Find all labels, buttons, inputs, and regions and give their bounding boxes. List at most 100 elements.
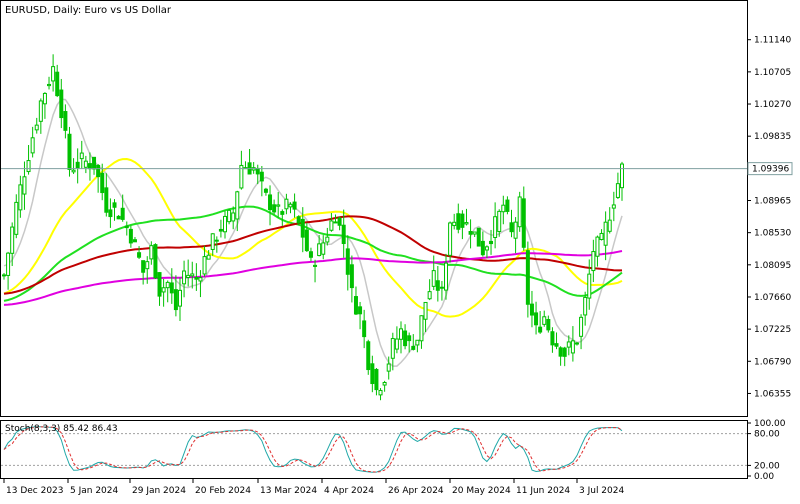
main-plot-frame xyxy=(0,0,748,417)
time-tick-label: 26 Apr 2024 xyxy=(388,486,444,496)
candle xyxy=(276,192,281,218)
candle xyxy=(83,155,88,174)
time-tick-label: 29 Jan 2024 xyxy=(132,486,186,496)
candle xyxy=(67,126,72,177)
candle xyxy=(505,196,510,215)
candle xyxy=(341,209,346,258)
candle xyxy=(472,231,477,238)
candle xyxy=(415,339,420,353)
candle xyxy=(153,243,158,279)
price-tick-label: 1.08965 xyxy=(754,196,791,206)
candle xyxy=(566,335,571,356)
candle xyxy=(358,301,363,330)
candle xyxy=(186,259,191,287)
price-tick-label: 1.11140 xyxy=(754,36,791,46)
stochastic-tick-label: 0.00 xyxy=(754,472,774,482)
candle xyxy=(362,309,367,349)
candle xyxy=(47,76,52,90)
candle xyxy=(214,236,219,253)
stochastic-tick-label: 80.00 xyxy=(754,430,780,440)
candle xyxy=(71,158,76,174)
price-tick-label: 1.08530 xyxy=(754,229,791,239)
main-plot[interactable] xyxy=(1,54,747,401)
candle xyxy=(42,92,47,119)
candle xyxy=(456,203,461,234)
price-tick-label: 1.06790 xyxy=(754,357,791,367)
time-tick-label: 5 Jan 2024 xyxy=(70,486,118,496)
candle xyxy=(59,78,64,129)
candle xyxy=(63,104,68,139)
candle xyxy=(280,209,285,226)
price-tick-label: 1.07225 xyxy=(754,325,791,335)
candle xyxy=(124,221,129,236)
candle xyxy=(431,255,436,291)
candle xyxy=(570,326,575,362)
time-tick-label: 3 Jul 2024 xyxy=(579,486,624,496)
candle xyxy=(22,161,27,210)
candle xyxy=(390,332,395,371)
stochastic-tick-label: 100.00 xyxy=(754,419,786,429)
candle xyxy=(329,212,334,232)
chart-title: EURUSD, Daily: Euro vs US Dollar xyxy=(5,5,172,16)
candle xyxy=(579,314,584,350)
candle xyxy=(325,227,330,246)
candle xyxy=(116,215,121,220)
candle xyxy=(296,215,301,226)
price-tick-label: 1.08095 xyxy=(754,261,791,271)
candle xyxy=(529,290,534,328)
candle xyxy=(435,266,440,302)
candle xyxy=(403,324,408,350)
candle xyxy=(259,166,264,197)
candle xyxy=(30,126,35,158)
candle xyxy=(182,260,187,298)
candle xyxy=(268,185,273,226)
stochastic-frame xyxy=(0,420,748,479)
candle xyxy=(407,332,412,353)
candle xyxy=(149,241,154,265)
candle xyxy=(378,388,383,401)
candle xyxy=(484,245,489,259)
candle xyxy=(272,199,277,215)
candle xyxy=(337,216,342,231)
candle xyxy=(10,222,15,267)
candle xyxy=(120,194,125,222)
stochastic-plot[interactable] xyxy=(1,426,747,473)
time-tick-label: 13 Dec 2023 xyxy=(6,486,64,496)
candle xyxy=(517,191,522,232)
candle xyxy=(304,222,309,252)
candle xyxy=(263,187,268,196)
candle xyxy=(366,339,371,375)
candle xyxy=(218,219,223,238)
price-tick-label: 1.07660 xyxy=(754,293,791,303)
candles xyxy=(2,54,624,401)
candle xyxy=(202,245,207,277)
time-tick-label: 20 May 2024 xyxy=(452,486,511,496)
candle xyxy=(333,214,338,224)
candle xyxy=(292,193,297,218)
candle xyxy=(235,190,240,232)
candle xyxy=(51,54,56,92)
candle xyxy=(480,231,485,257)
ma-yellow-line xyxy=(3,157,623,318)
candle xyxy=(157,272,162,306)
price-tick-label: 1.06355 xyxy=(754,389,791,399)
candle xyxy=(6,251,11,290)
time-tick-label: 4 Apr 2024 xyxy=(324,486,374,496)
time-tick-label: 11 Jun 2024 xyxy=(516,486,570,496)
candle xyxy=(489,229,494,255)
candle xyxy=(448,221,453,263)
candle xyxy=(145,256,150,284)
candle xyxy=(18,175,23,218)
candle xyxy=(583,291,588,326)
price-tick-label: 1.10270 xyxy=(754,100,791,110)
candle xyxy=(501,195,506,225)
candle xyxy=(14,194,19,239)
candle xyxy=(100,163,105,201)
candle xyxy=(132,237,137,243)
candle xyxy=(55,64,60,98)
candle xyxy=(26,145,31,175)
candle xyxy=(165,280,170,303)
